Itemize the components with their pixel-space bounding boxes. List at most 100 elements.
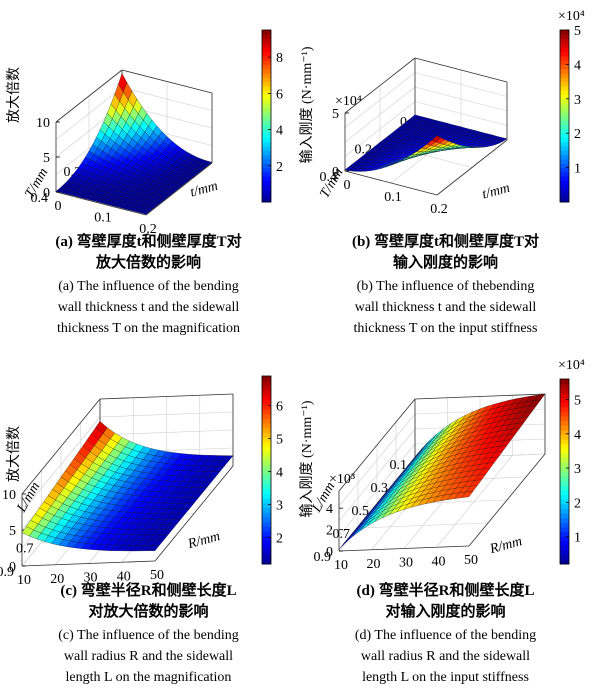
colorbar-segment: [262, 441, 271, 447]
colorbar-segment: [560, 197, 569, 203]
box-edge: [121, 69, 213, 94]
colorbar-segment: [262, 545, 271, 551]
colorbar-segment: [262, 432, 271, 438]
panel-b: 0 5 0 0.1 0.2 0 0.2 0.4 ×10⁴ 输入刚度 (N·mm⁻¹) t/mm T/m…: [297, 0, 594, 349]
axes-d: 0 2 4 10 20 30 40 50 0.10.30.50.70.9 ×10³ 输入刚度 (N·…: [299, 393, 546, 573]
colorbar-segment: [262, 498, 271, 504]
x-axis-label: R/mm: [185, 529, 221, 552]
colorbar-segment: [560, 124, 569, 130]
colorbar-segment: [560, 34, 569, 40]
colorbar-segment: [560, 476, 569, 482]
colorbar-segment: [262, 394, 271, 400]
colorbar-segment: [262, 484, 271, 490]
box-edge: [344, 170, 438, 196]
x-tick-label: 40: [117, 569, 131, 584]
colorbar-segment: [560, 545, 569, 551]
colorbar-segment: [560, 494, 569, 500]
colorbar-segment: [560, 416, 569, 422]
colorbar-segment: [262, 128, 271, 134]
y-tick-label: 0.5: [352, 504, 370, 519]
colorbar-segment: [560, 51, 569, 57]
colorbar-segment: [560, 64, 569, 70]
caption-en-line1: (d) The influence of the bending: [354, 628, 537, 643]
colorbar-frame: [261, 29, 272, 203]
colorbar-segment: [262, 180, 271, 186]
caption-en-line3: thickness T on the magnification: [56, 321, 240, 336]
colorbar-segment: [560, 466, 569, 472]
caption-en-line2: wall thickness t and the sidewall: [57, 300, 240, 315]
colorbar-frame: [559, 378, 570, 565]
colorbar-segment: [560, 559, 569, 565]
box-edge: [55, 69, 123, 123]
x-tick-label: 0: [344, 178, 351, 193]
z-axis-label: 输入刚度 (N·mm⁻¹): [299, 400, 315, 517]
colorbar-segment: [560, 137, 569, 143]
colorbar-segment: [262, 176, 271, 181]
surface-cell: [431, 135, 442, 142]
colorbar-segment: [262, 526, 271, 532]
box-edge: [468, 453, 546, 547]
z-tick-label: 0: [332, 165, 339, 180]
caption-en-line1: (a) The influence of the bending: [58, 279, 239, 294]
colorbar-segment: [262, 60, 271, 65]
colorbar-segment: [560, 167, 569, 173]
z-tick-label: 2: [326, 524, 333, 539]
colorbar-tick-label: 6: [276, 400, 283, 415]
box-edges-c: [21, 393, 234, 567]
z-tick-label: 0: [326, 545, 333, 560]
colorbar-segment: [560, 180, 569, 186]
colorbar-segment: [560, 120, 569, 126]
colorbar-segment: [560, 457, 569, 463]
colorbar-segment: [262, 133, 271, 138]
colorbar-d: 1 2 3 4 5 ×10⁴: [558, 358, 585, 565]
colorbar-segment: [262, 30, 271, 35]
colorbar-segment: [262, 540, 271, 546]
colorbar-segment: [560, 128, 569, 134]
colorbar-segment: [262, 103, 271, 108]
colorbar-tick-label: 3: [574, 93, 581, 108]
colorbar-segment: [560, 480, 569, 486]
colorbar-tick-label: 5: [276, 433, 283, 448]
colorbar-segment: [262, 42, 271, 48]
colorbar-tick-label: 2: [574, 496, 581, 511]
colorbar-segment: [560, 388, 569, 394]
colorbar-exponent: ×10⁴: [558, 9, 585, 24]
panel-c: 051010203040500.10.30.50.70.9放大倍数R/mmL/m…: [0, 349, 297, 698]
colorbar-segment: [262, 535, 271, 541]
colorbar-segment: [560, 47, 569, 52]
colorbar-segment: [560, 522, 569, 528]
y-tick-label: 0.9: [314, 550, 332, 565]
colorbar-segment: [262, 94, 271, 100]
colorbar-segment: [262, 380, 271, 386]
caption-zh-line2: 对放大倍数的影响: [88, 604, 209, 620]
caption-en-line3: thickness T on the input stiffness: [353, 321, 538, 336]
caption-en-line1: (b) The influence of thebending: [356, 279, 535, 294]
colorbar-segment: [560, 406, 569, 412]
colorbar-segment: [262, 124, 271, 130]
colorbar-tick-label: 5: [574, 24, 581, 39]
colorbar-exponent: ×10⁴: [558, 358, 585, 373]
colorbar-segment: [262, 488, 271, 494]
colorbar-segment: [560, 154, 569, 160]
colorbar-segment: [262, 55, 271, 61]
colorbar-segment: [560, 159, 569, 164]
colorbar-segment: [262, 51, 271, 57]
colorbar-segment: [560, 55, 569, 61]
colorbar-segment: [560, 392, 569, 398]
caption-zh-line1: (b) 弯壁厚度t和侧壁厚度T对: [351, 234, 540, 250]
x-tick-label: 40: [432, 554, 446, 569]
colorbar-segment: [560, 471, 569, 477]
colorbar-segment: [560, 150, 569, 156]
caption-en-line2: wall radius R and the sidewall: [63, 649, 234, 664]
colorbar-segment: [262, 163, 271, 169]
colorbar-segment: [560, 133, 569, 138]
z-tick-label: 5: [332, 107, 339, 122]
box-edge: [21, 560, 156, 567]
colorbar-segment: [262, 184, 271, 190]
colorbar-segment: [262, 404, 271, 410]
colorbar-tick-label: 1: [574, 531, 581, 546]
colorbar-segment: [262, 512, 271, 518]
colorbar-tick-label: 4: [276, 466, 283, 481]
colorbar-segment: [262, 150, 271, 156]
colorbar-segment: [262, 418, 271, 424]
